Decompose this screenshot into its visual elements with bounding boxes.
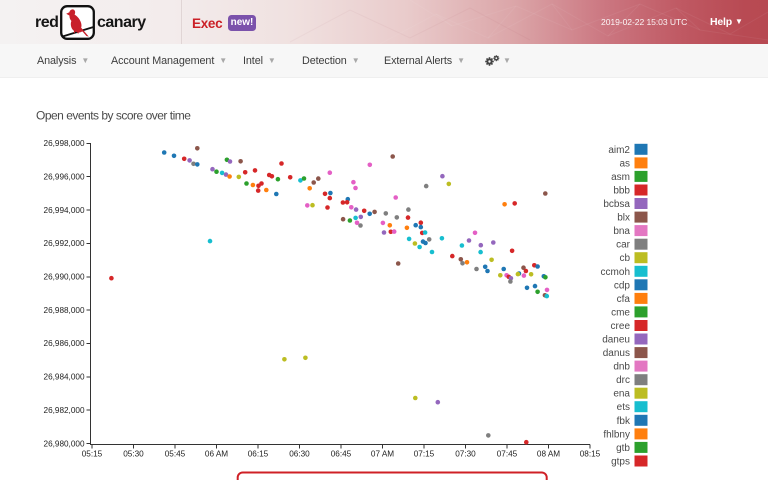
svg-text:26,988,000: 26,988,000 [44,306,85,315]
svg-text:07 AM: 07 AM [371,450,394,459]
svg-text:cree: cree [611,321,631,332]
svg-text:bna: bna [613,226,630,237]
svg-text:26,998,000: 26,998,000 [44,139,85,148]
svg-text:06:45: 06:45 [331,450,352,459]
svg-text:26,982,000: 26,982,000 [44,406,85,415]
svg-text:05:30: 05:30 [123,450,144,459]
svg-text:26,990,000: 26,990,000 [44,273,85,282]
svg-text:05:45: 05:45 [165,450,186,459]
svg-text:07:45: 07:45 [497,450,518,459]
svg-text:as: as [619,158,630,169]
svg-text:07:15: 07:15 [414,450,435,459]
svg-text:06:15: 06:15 [248,450,269,459]
svg-text:ets: ets [617,402,630,413]
svg-text:fbk: fbk [617,416,631,427]
svg-text:26,984,000: 26,984,000 [44,373,85,382]
svg-text:26,986,000: 26,986,000 [44,339,85,348]
svg-text:06:30: 06:30 [289,450,310,459]
svg-text:gtps: gtps [611,457,630,468]
svg-text:bcbsa: bcbsa [603,199,630,210]
svg-text:cb: cb [619,253,630,264]
svg-text:gtb: gtb [616,443,630,454]
svg-text:dnb: dnb [613,362,630,373]
svg-text:ena: ena [613,389,630,400]
svg-text:danus: danus [603,348,630,359]
svg-text:aim2: aim2 [608,145,630,156]
svg-text:drc: drc [616,375,630,386]
svg-text:07:30: 07:30 [455,450,476,459]
svg-text:26,992,000: 26,992,000 [44,239,85,248]
svg-text:26,994,000: 26,994,000 [44,206,85,215]
svg-text:daneu: daneu [602,335,630,346]
svg-text:05:15: 05:15 [82,450,103,459]
svg-text:fhlbny: fhlbny [603,429,630,440]
svg-text:cme: cme [611,307,630,318]
svg-text:car: car [616,240,631,251]
svg-text:asm: asm [611,172,630,183]
svg-text:bbb: bbb [613,186,630,197]
svg-text:Open events by score over time: Open events by score over time [36,109,191,123]
svg-text:cfa: cfa [617,294,631,305]
svg-text:cdp: cdp [614,280,631,291]
svg-text:06 AM: 06 AM [205,450,228,459]
svg-text:blx: blx [617,213,630,224]
svg-text:26,980,000: 26,980,000 [44,439,85,448]
svg-text:08 AM: 08 AM [537,450,560,459]
svg-text:26,996,000: 26,996,000 [44,173,85,182]
svg-text:ccmoh: ccmoh [601,267,630,278]
svg-text:08:15: 08:15 [580,450,601,459]
